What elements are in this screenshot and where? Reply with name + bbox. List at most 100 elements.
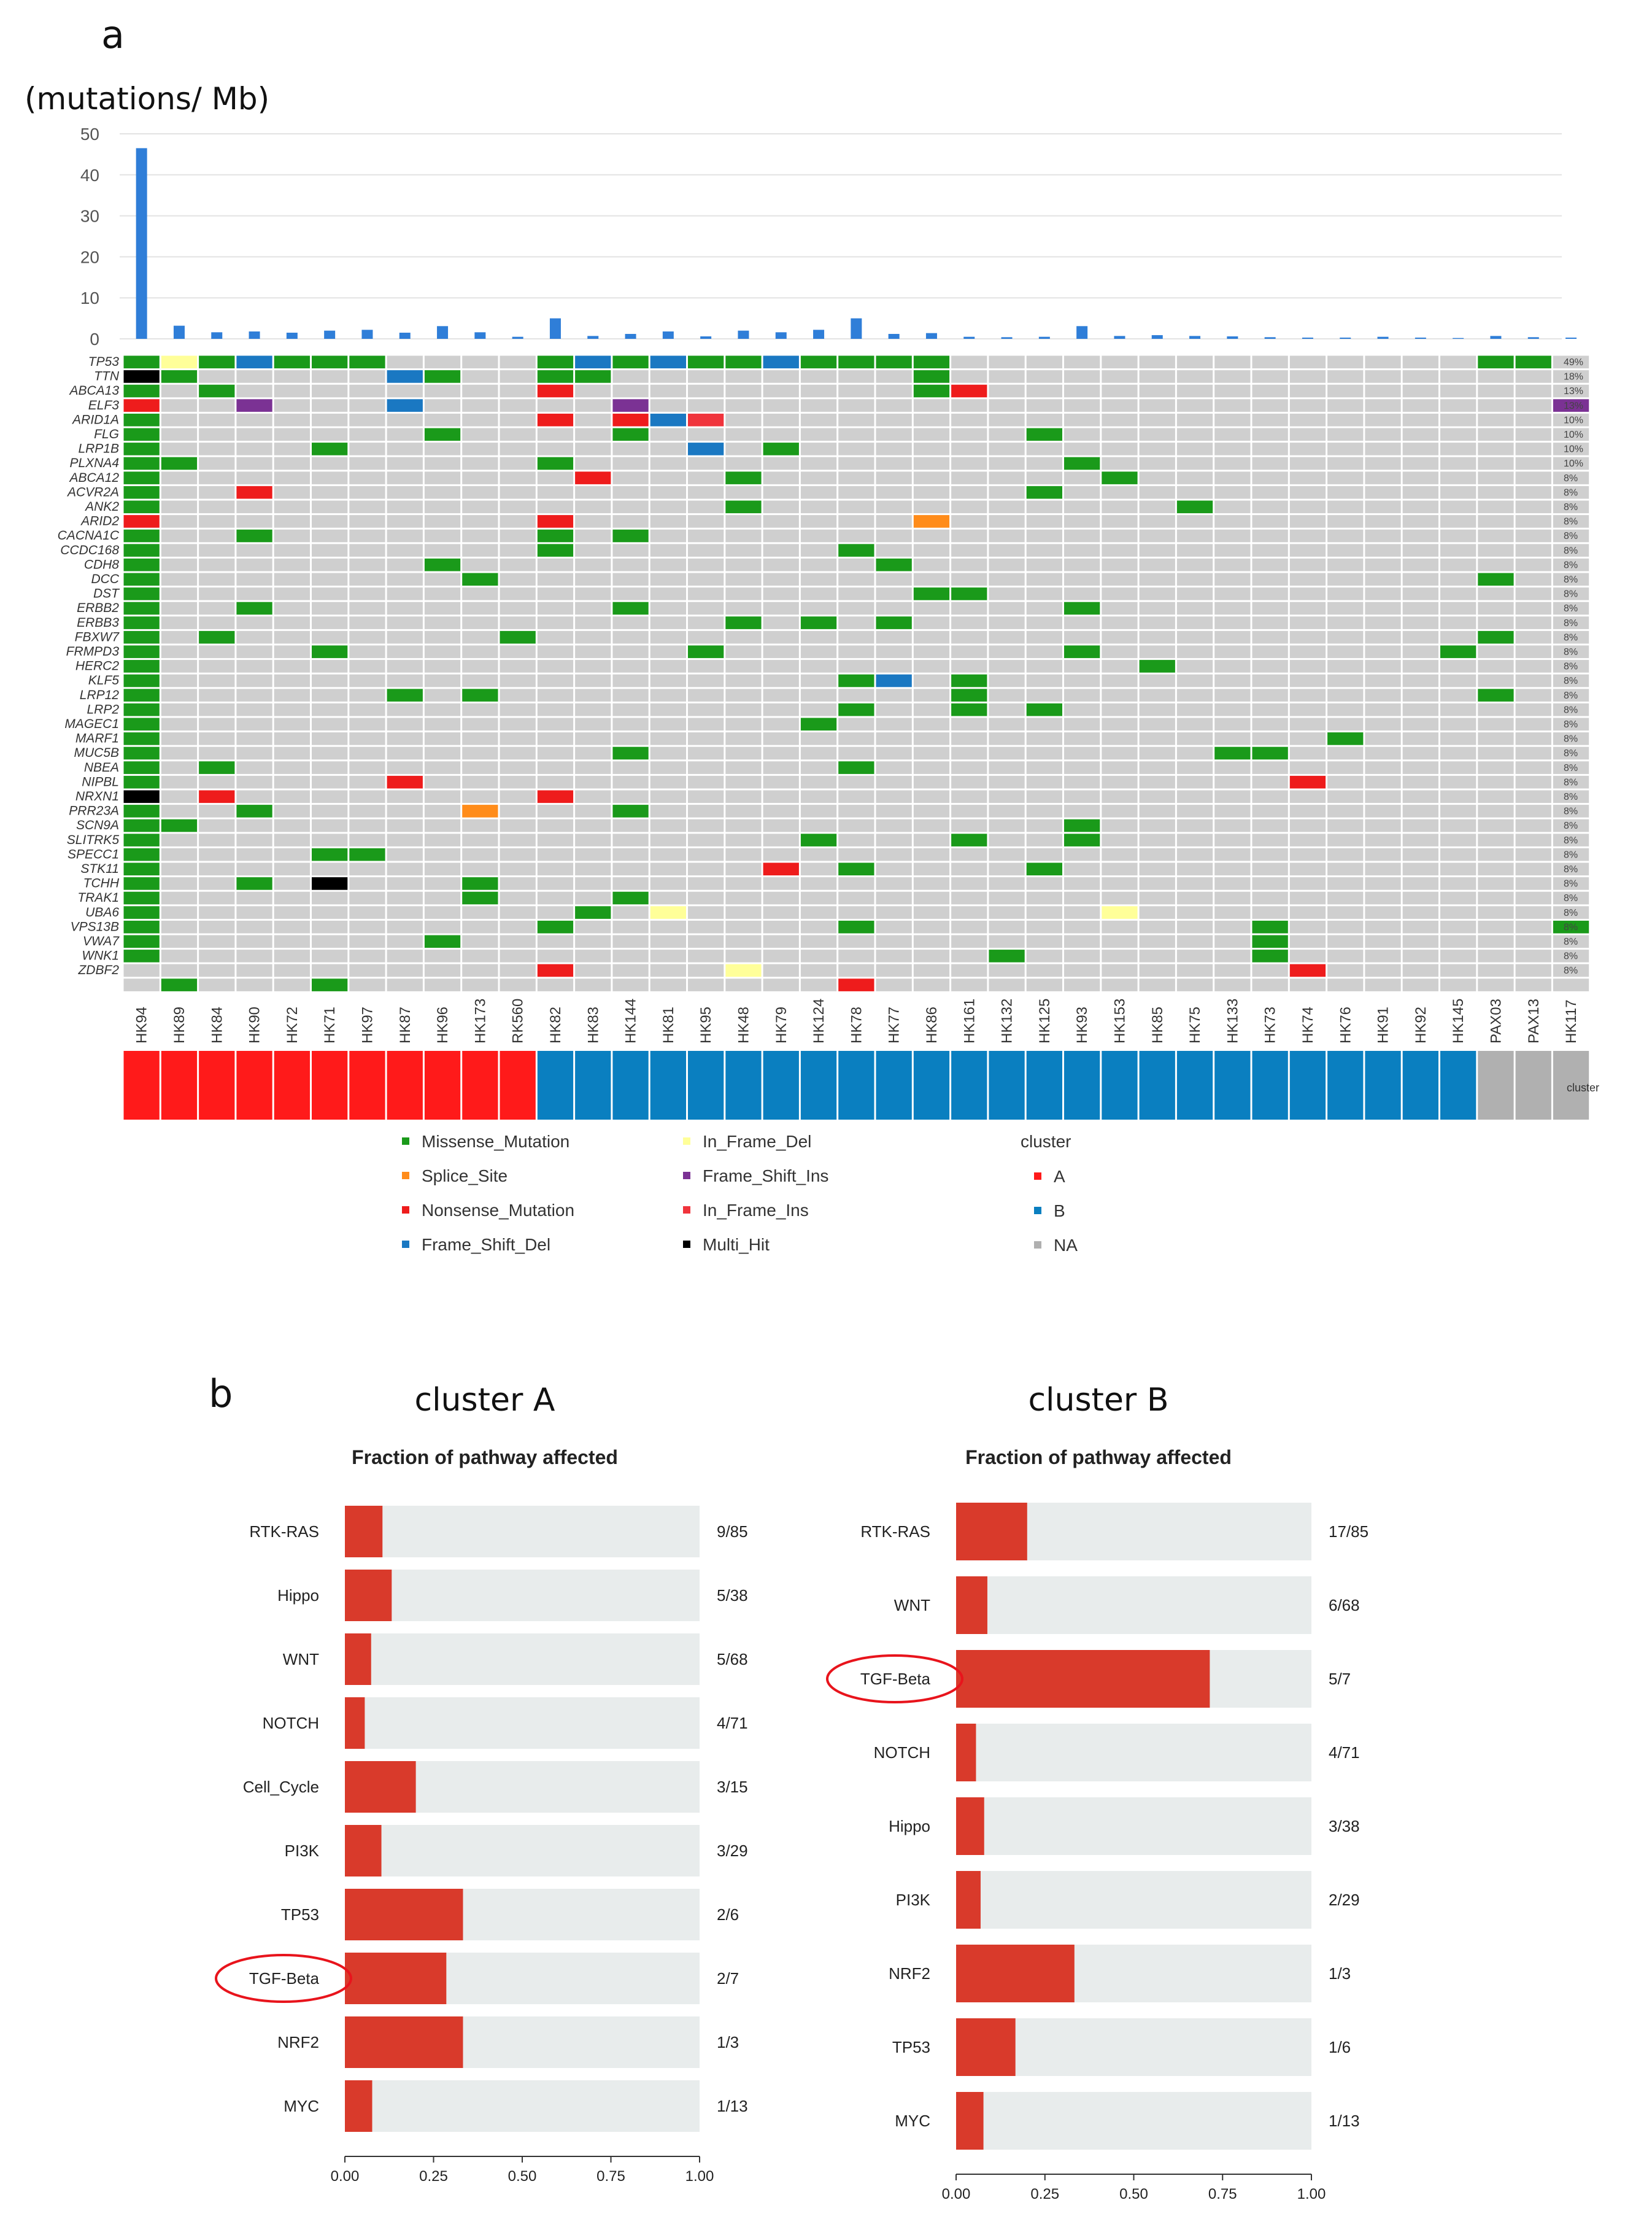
gene-percent: 8% [1564, 691, 1578, 701]
empty-cell [1327, 964, 1364, 977]
empty-cell [650, 689, 686, 702]
empty-cell [274, 819, 310, 832]
empty-cell [1553, 950, 1589, 962]
mutation-cell [612, 746, 649, 760]
cluster-cell [123, 1051, 160, 1120]
empty-cell [1064, 587, 1100, 600]
empty-cell [650, 732, 686, 745]
empty-cell [1440, 819, 1476, 832]
empty-cell [236, 384, 272, 398]
empty-cell [876, 587, 912, 600]
empty-cell [387, 819, 423, 832]
empty-cell [424, 587, 461, 600]
empty-cell [462, 834, 498, 846]
empty-cell [500, 790, 536, 804]
empty-cell [1402, 877, 1438, 890]
empty-cell [199, 544, 235, 557]
mutation-cell [312, 443, 348, 455]
empty-cell [1176, 935, 1213, 948]
empty-cell [312, 891, 348, 905]
empty-cell [989, 964, 1025, 977]
empty-cell [1289, 978, 1326, 991]
empty-cell [1440, 587, 1476, 600]
empty-cell [763, 746, 799, 760]
empty-cell [1176, 529, 1213, 543]
empty-cell [1365, 630, 1401, 644]
empty-cell [1139, 630, 1175, 644]
empty-cell [951, 529, 987, 543]
empty-cell [575, 457, 611, 470]
empty-cell [161, 746, 198, 760]
empty-cell [913, 660, 950, 673]
cluster-cell [876, 1051, 912, 1120]
empty-cell [575, 790, 611, 804]
mutation-cell [462, 689, 498, 702]
empty-cell [951, 732, 987, 745]
empty-cell [989, 746, 1025, 760]
empty-cell [1139, 486, 1175, 499]
empty-cell [688, 775, 724, 789]
empty-cell [612, 370, 649, 383]
gene-percent: 8% [1564, 966, 1578, 976]
mutation-cell [838, 674, 874, 687]
empty-cell [1102, 775, 1138, 789]
legend-label: Multi_Hit [703, 1235, 770, 1254]
empty-cell [500, 862, 536, 876]
empty-cell [1139, 891, 1175, 905]
empty-cell [537, 558, 574, 571]
mutation-cell [199, 761, 235, 774]
empty-cell [1553, 587, 1589, 600]
empty-cell [763, 515, 799, 528]
empty-cell [236, 775, 272, 789]
empty-cell [1553, 457, 1589, 470]
empty-cell [1327, 500, 1364, 514]
gene-label: FLG [94, 427, 119, 441]
gene-label: ACVR2A [66, 485, 119, 499]
empty-cell [1440, 891, 1476, 905]
empty-cell [1214, 790, 1251, 804]
empty-cell [725, 834, 762, 846]
empty-cell [424, 775, 461, 789]
empty-cell [349, 399, 385, 412]
empty-cell [1289, 384, 1326, 398]
gene-percent: 8% [1564, 531, 1578, 541]
empty-cell [1102, 877, 1138, 890]
empty-cell [312, 718, 348, 731]
empty-cell [1553, 428, 1589, 441]
empty-cell [462, 384, 498, 398]
empty-cell [387, 515, 423, 528]
empty-cell [1553, 819, 1589, 832]
empty-cell [725, 703, 762, 716]
empty-cell [1515, 746, 1551, 760]
empty-cell [913, 413, 950, 427]
empty-cell [688, 718, 724, 731]
empty-cell [349, 457, 385, 470]
empty-cell [424, 964, 461, 977]
gene-label: MUC5B [74, 746, 119, 760]
cluster-cell [1553, 1051, 1589, 1120]
sample-label: HK161 [961, 999, 978, 1044]
empty-cell [725, 732, 762, 745]
empty-cell [1440, 674, 1476, 687]
empty-cell [161, 384, 198, 398]
empty-cell [763, 834, 799, 846]
empty-cell [1252, 486, 1288, 499]
empty-cell [349, 529, 385, 543]
empty-cell [161, 558, 198, 571]
empty-cell [1176, 718, 1213, 731]
empty-cell [1289, 891, 1326, 905]
empty-cell [800, 978, 837, 991]
gene-label: MAGEC1 [64, 717, 119, 731]
empty-cell [537, 602, 574, 615]
empty-cell [537, 645, 574, 659]
empty-cell [1252, 660, 1288, 673]
empty-cell [763, 544, 799, 557]
cluster-track-label: cluster [1567, 1082, 1599, 1094]
empty-cell [1214, 862, 1251, 876]
empty-cell [274, 558, 310, 571]
pathway-bar [345, 1697, 365, 1749]
empty-cell [876, 805, 912, 818]
mutation-cell [537, 515, 574, 528]
tmb-bar [700, 336, 712, 339]
empty-cell [1176, 630, 1213, 644]
